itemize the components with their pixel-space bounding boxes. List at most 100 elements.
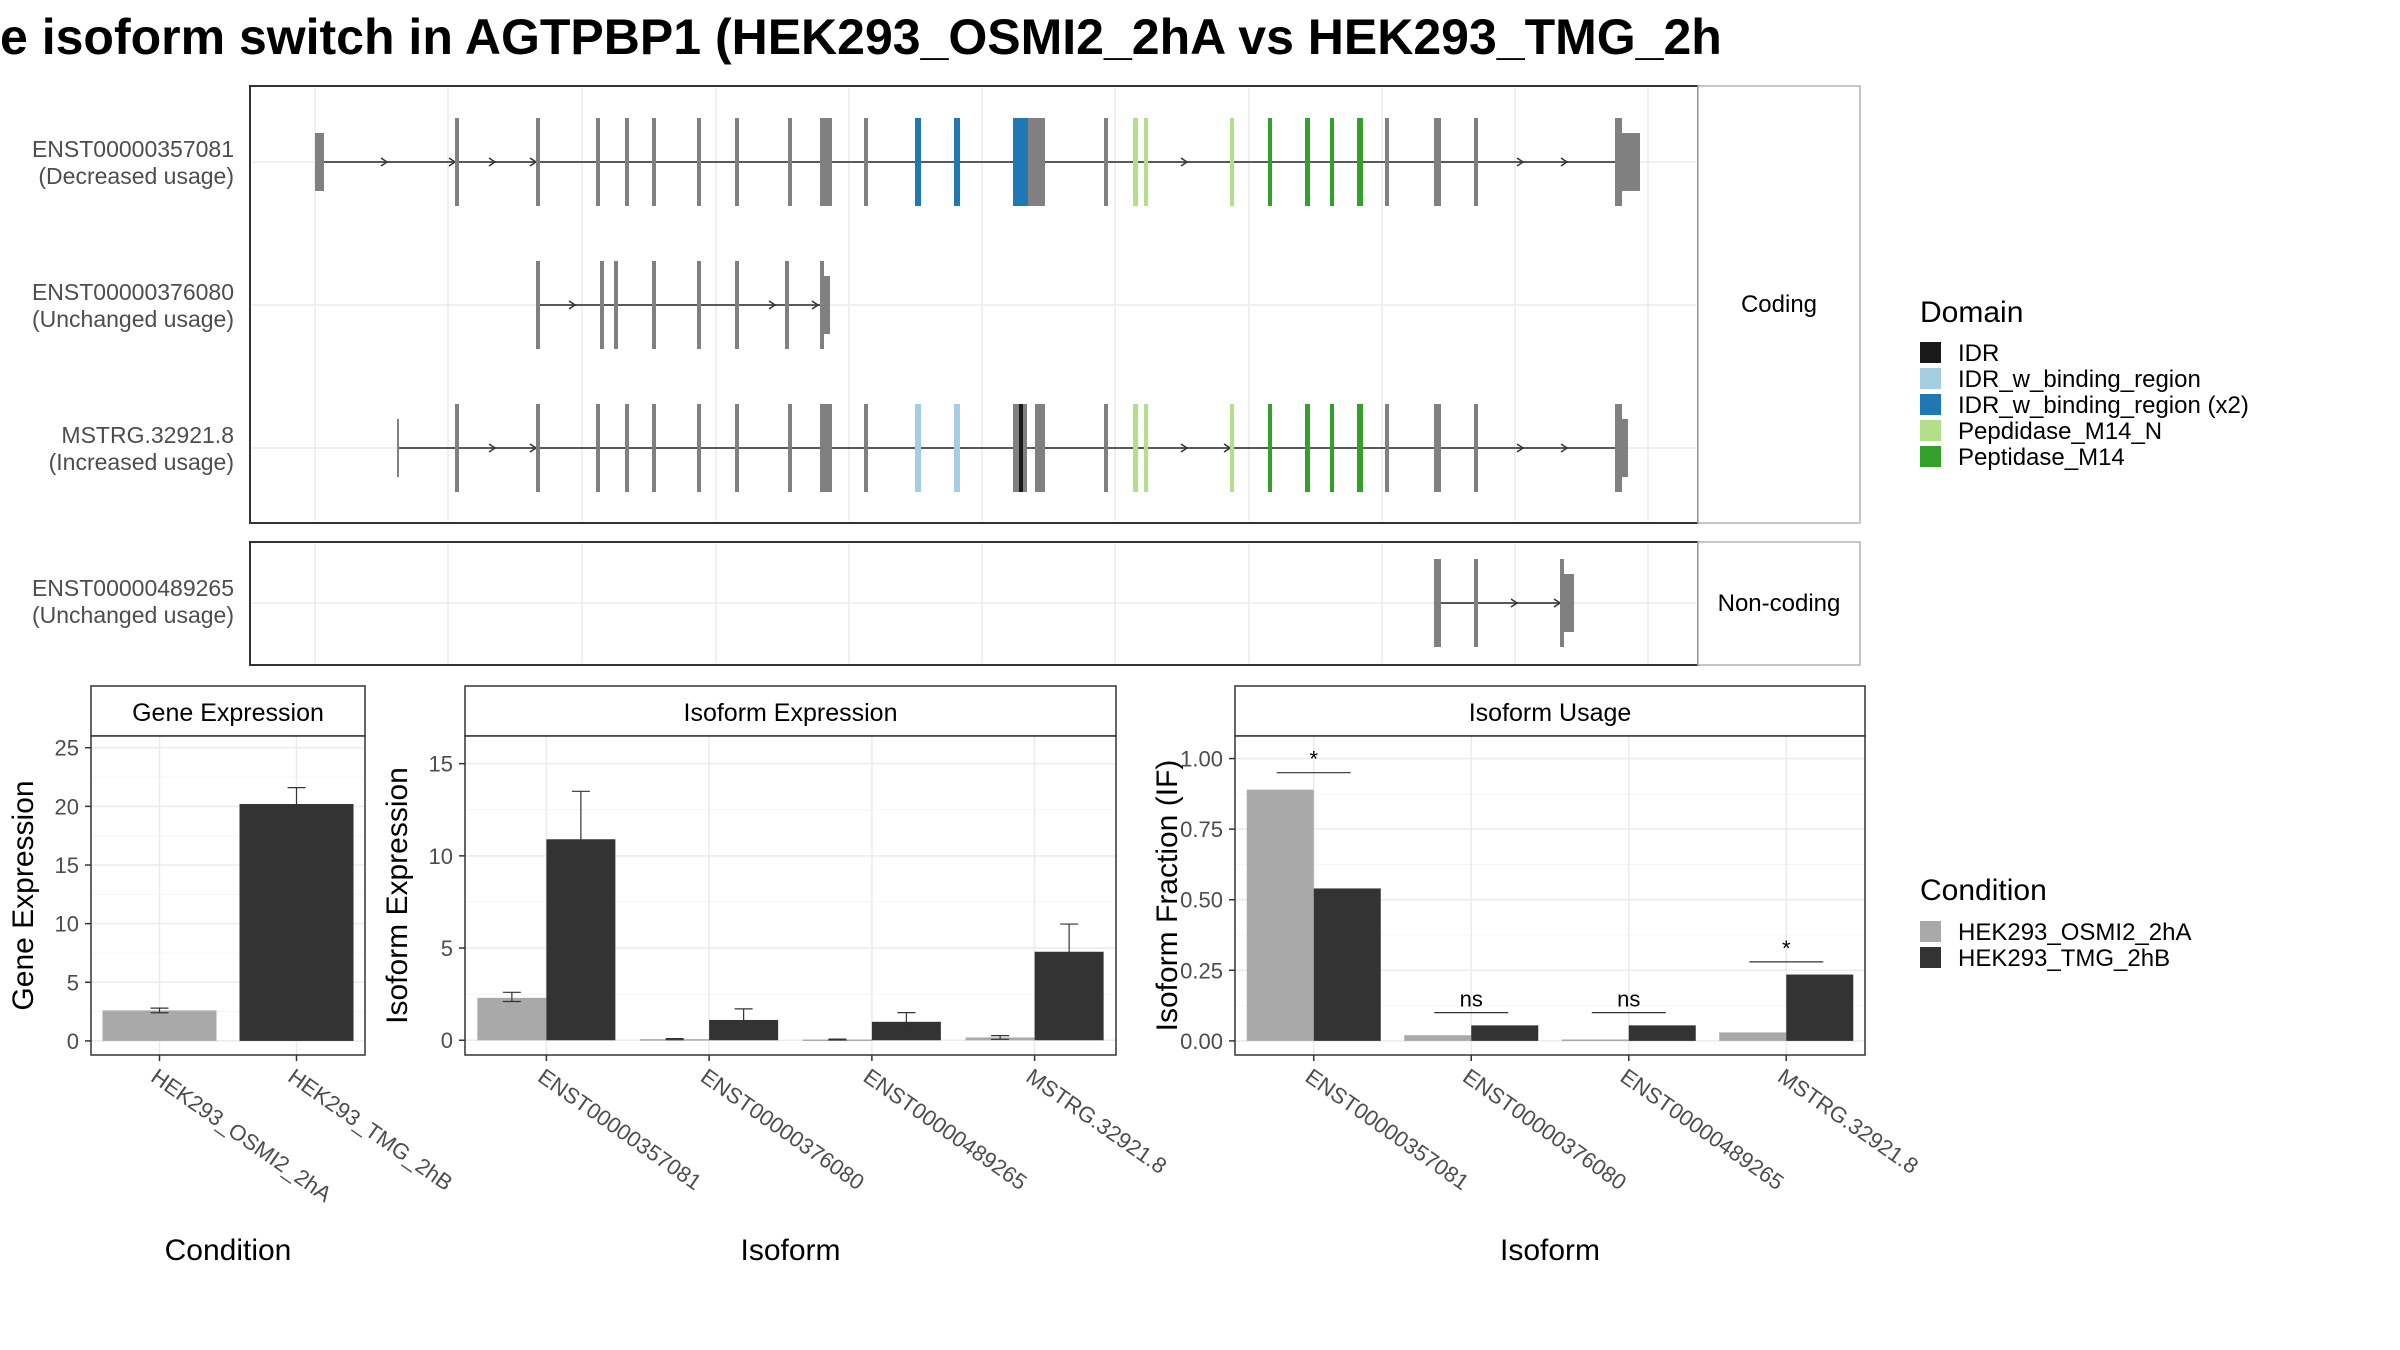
domain-exon bbox=[1230, 118, 1234, 206]
coding-exon bbox=[820, 118, 832, 206]
coding-exon bbox=[788, 118, 792, 206]
utr-exon bbox=[1622, 419, 1628, 477]
domain-legend: Domain IDR IDR_w_binding_region IDR_w_bi… bbox=[1920, 296, 2249, 471]
x-axis-title: Isoform bbox=[1500, 1234, 1600, 1267]
coding-exon bbox=[652, 261, 656, 349]
legend-label-m14: Peptidase_M14 bbox=[1958, 444, 2125, 471]
domain-exon bbox=[1144, 404, 1148, 492]
x-tick-label: MSTRG.32921.8 bbox=[1773, 1064, 1923, 1179]
coding-exon bbox=[652, 404, 656, 492]
y-axis-title: Gene Expression bbox=[7, 780, 40, 1010]
coding-exon bbox=[697, 404, 701, 492]
significance-label: * bbox=[1309, 747, 1318, 772]
coding-exon bbox=[455, 118, 459, 206]
bar bbox=[1471, 1025, 1539, 1041]
strand-arrow bbox=[488, 443, 497, 453]
significance-label: ns bbox=[1460, 987, 1483, 1012]
strand-arrow bbox=[1180, 157, 1189, 167]
legend-key-idr-binding bbox=[1920, 368, 1941, 389]
domain-exon bbox=[1268, 404, 1272, 492]
domain-exon bbox=[1013, 118, 1028, 206]
coding-exon bbox=[1434, 404, 1441, 492]
isoform-usage-2: (Unchanged usage) bbox=[32, 306, 234, 332]
strand-arrow bbox=[768, 300, 777, 310]
coding-exon bbox=[735, 404, 739, 492]
isoform-usage-4: (Unchanged usage) bbox=[32, 602, 234, 628]
utr-exon bbox=[315, 133, 324, 191]
coding-exon bbox=[1013, 404, 1019, 492]
panel-title: Isoform Usage bbox=[1469, 699, 1632, 727]
y-tick-label: 0 bbox=[67, 1029, 79, 1054]
strand-arrow bbox=[1560, 443, 1569, 453]
domain-exon bbox=[1019, 404, 1023, 492]
bar-chart-3: Isoform Usage 0.00 0.25 0.50 0.75 1.00 * ns ns * E… bbox=[1151, 685, 1923, 1267]
legend-key-idr-binding-x2 bbox=[1920, 394, 1941, 415]
coding-exon bbox=[1560, 559, 1564, 647]
coding-exon bbox=[1434, 559, 1441, 647]
bar bbox=[709, 1019, 779, 1041]
panel-frame bbox=[464, 735, 1117, 1056]
coding-exon bbox=[614, 261, 618, 349]
y-tick-label: 15 bbox=[55, 853, 79, 878]
y-tick-label: 0.50 bbox=[1180, 888, 1223, 913]
coding-exon bbox=[652, 118, 656, 206]
domain-exon bbox=[954, 404, 960, 492]
significance-label: * bbox=[1782, 936, 1791, 961]
coding-exon bbox=[735, 118, 739, 206]
coding-exon bbox=[785, 261, 789, 349]
panel-strip bbox=[1234, 685, 1866, 737]
coding-exon bbox=[1104, 118, 1108, 206]
y-tick-label: 10 bbox=[429, 844, 453, 869]
domain-exon bbox=[1330, 118, 1334, 206]
domain-exon bbox=[915, 118, 921, 206]
bar bbox=[239, 804, 354, 1041]
y-tick-label: 20 bbox=[55, 794, 79, 819]
coding-exon bbox=[1474, 559, 1478, 647]
domain-legend-title: Domain bbox=[1920, 296, 2023, 329]
utr-exon bbox=[1622, 133, 1640, 191]
bar bbox=[1561, 1039, 1629, 1041]
coding-exon bbox=[536, 118, 540, 206]
legend-key-idr bbox=[1920, 342, 1941, 363]
coding-exon bbox=[625, 118, 629, 206]
domain-exon bbox=[1230, 404, 1234, 492]
structure-panel: Coding Non-coding ENST00000357081 (Decre… bbox=[32, 85, 1861, 666]
coding-exon bbox=[536, 404, 540, 492]
bar-chart-2: Isoform Expression051015ENST00000357081E… bbox=[381, 685, 1172, 1267]
y-axis-title: Isoform Expression bbox=[381, 767, 414, 1024]
utr-exon bbox=[1564, 574, 1574, 632]
utr-exon bbox=[397, 419, 399, 477]
strand-arrow bbox=[568, 300, 577, 310]
legend-key-m14n bbox=[1920, 420, 1941, 441]
coding-exon bbox=[735, 261, 739, 349]
utr-exon bbox=[824, 276, 830, 334]
legend-key-tmg bbox=[1920, 947, 1941, 968]
strand-arrow bbox=[1560, 157, 1569, 167]
x-axis-title: Condition bbox=[165, 1234, 292, 1267]
isoform-usage-3: (Increased usage) bbox=[49, 449, 234, 475]
x-tick-label: MSTRG.32921.8 bbox=[1022, 1064, 1172, 1179]
legend-label-tmg: HEK293_TMG_2hB bbox=[1958, 945, 2170, 972]
bar bbox=[1786, 974, 1854, 1041]
domain-exon bbox=[1330, 404, 1334, 492]
domain-exon bbox=[1144, 118, 1148, 206]
coding-exon bbox=[820, 261, 824, 349]
strand-arrow bbox=[1510, 598, 1519, 608]
coding-exon bbox=[625, 404, 629, 492]
y-tick-label: 0.25 bbox=[1180, 958, 1223, 983]
x-tick-label: ENST00000489265 bbox=[859, 1064, 1032, 1195]
condition-legend-title: Condition bbox=[1920, 874, 2047, 907]
noncoding-strip-label: Non-coding bbox=[1718, 590, 1841, 617]
coding-exon bbox=[600, 261, 604, 349]
x-tick-label: ENST00000357081 bbox=[534, 1064, 707, 1195]
isoform-label-2: ENST00000376080 bbox=[32, 279, 234, 305]
coding-exon bbox=[788, 404, 792, 492]
bar-charts: Gene Expression0510152025HEK293_OSMI2_2h… bbox=[7, 685, 1923, 1267]
coding-exon bbox=[1615, 404, 1622, 492]
coding-exon bbox=[1035, 404, 1045, 492]
panel-strip bbox=[464, 685, 1117, 737]
bar bbox=[1246, 789, 1314, 1041]
coding-exon bbox=[1385, 404, 1389, 492]
legend-label-m14n: Pepdidase_M14_N bbox=[1958, 418, 2162, 445]
